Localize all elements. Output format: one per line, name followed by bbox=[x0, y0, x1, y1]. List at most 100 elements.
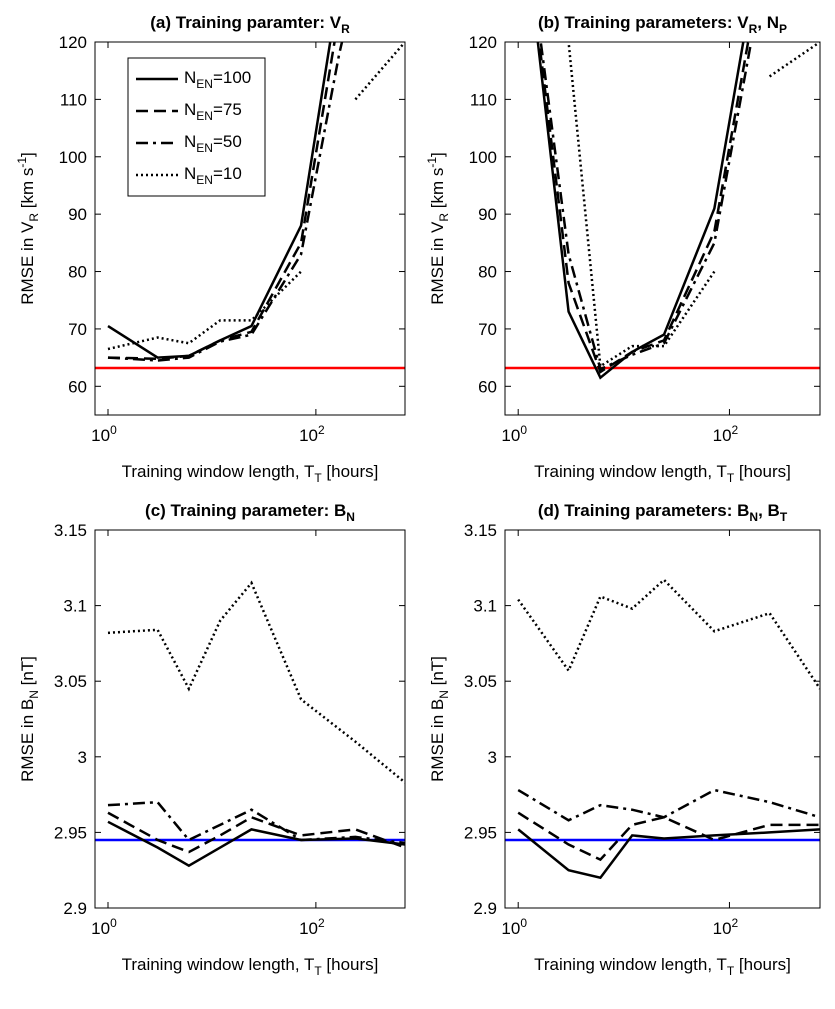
text-part: [hours] bbox=[734, 462, 791, 481]
x-axis-label: Training window length, TT [hours] bbox=[122, 955, 379, 978]
y-tick-label: 3.15 bbox=[464, 521, 497, 540]
axes-box bbox=[94, 529, 406, 909]
text-part: 0 bbox=[520, 916, 527, 930]
plot-area bbox=[95, 530, 405, 908]
text-part: =50 bbox=[213, 132, 242, 151]
text-part: EN bbox=[196, 173, 213, 187]
text-part: R bbox=[341, 22, 350, 36]
y-tick-label: 2.95 bbox=[54, 823, 87, 842]
x-tick-label: 102 bbox=[713, 916, 739, 938]
text-part: T bbox=[314, 964, 322, 978]
chart-title: (b) Training parameters: VR, NP bbox=[538, 13, 787, 36]
text-part: RMSE in B bbox=[18, 699, 37, 782]
y-axis-label: RMSE in BN [nT] bbox=[18, 656, 41, 782]
text-part: EN bbox=[196, 77, 213, 91]
text-part: -1 bbox=[425, 157, 439, 168]
text-part: RMSE in V bbox=[428, 221, 447, 305]
text-part: R bbox=[749, 22, 758, 36]
x-tick-label: 100 bbox=[501, 916, 527, 938]
text-part: 10 bbox=[299, 919, 318, 938]
x-axis-label: Training window length, TT [hours] bbox=[534, 955, 791, 978]
text-part: EN bbox=[196, 141, 213, 155]
text-part: 0 bbox=[110, 916, 117, 930]
text-part: 10 bbox=[713, 919, 732, 938]
chart-title: (c) Training parameter: BN bbox=[145, 501, 355, 524]
text-part: (d) Training parameters: B bbox=[538, 501, 750, 520]
y-tick-label: 80 bbox=[478, 263, 497, 282]
text-part: [hours] bbox=[322, 462, 379, 481]
x-tick-label: 100 bbox=[91, 423, 117, 445]
y-tick-label: 100 bbox=[59, 148, 87, 167]
axes-box bbox=[504, 41, 821, 416]
text-part: -1 bbox=[15, 157, 29, 168]
text-part: Training window length, T bbox=[534, 462, 727, 481]
text-part: P bbox=[779, 22, 787, 36]
y-tick-label: 120 bbox=[59, 33, 87, 52]
text-part: Training window length, T bbox=[122, 462, 315, 481]
text-part: N bbox=[184, 132, 196, 151]
chart-title: (d) Training parameters: BN, BT bbox=[538, 501, 788, 524]
series-line bbox=[107, 820, 405, 868]
y-tick-label: 120 bbox=[469, 33, 497, 52]
series-line bbox=[107, 42, 336, 361]
y-tick-label: 60 bbox=[68, 377, 87, 396]
text-part: [hours] bbox=[322, 955, 379, 974]
text-part: Training window length, T bbox=[534, 955, 727, 974]
text-part: T bbox=[780, 510, 788, 524]
x-tick-label: 100 bbox=[91, 916, 117, 938]
series-line bbox=[567, 42, 820, 369]
series-line bbox=[107, 800, 405, 845]
text-part: 10 bbox=[91, 426, 110, 445]
x-tick-label: 100 bbox=[501, 423, 527, 445]
y-tick-label: 3.15 bbox=[54, 521, 87, 540]
y-tick-label: 70 bbox=[68, 320, 87, 339]
text-part: N bbox=[346, 510, 355, 524]
text-part: 2 bbox=[732, 916, 739, 930]
series-line bbox=[517, 788, 820, 822]
text-part: 10 bbox=[299, 426, 318, 445]
text-part: [hours] bbox=[734, 955, 791, 974]
text-part: ] bbox=[428, 152, 447, 157]
y-tick-label: 3.05 bbox=[54, 672, 87, 691]
text-part: 2 bbox=[318, 423, 325, 437]
text-part: =100 bbox=[213, 68, 251, 87]
y-tick-label: 110 bbox=[470, 90, 497, 109]
text-part: N bbox=[184, 68, 196, 87]
text-part: =75 bbox=[213, 100, 242, 119]
legend-label: NEN=10 bbox=[184, 164, 242, 187]
text-part: 2 bbox=[318, 916, 325, 930]
y-tick-label: 90 bbox=[68, 205, 87, 224]
y-tick-label: 3.05 bbox=[464, 672, 497, 691]
text-part: [km s bbox=[18, 168, 37, 213]
text-part: , N bbox=[757, 13, 779, 32]
series-line bbox=[537, 42, 750, 374]
y-axis-label: RMSE in VR [km s-1] bbox=[425, 152, 451, 305]
text-part: (c) Training parameter: B bbox=[145, 501, 346, 520]
text-part: N bbox=[184, 100, 196, 119]
text-part: (a) Training paramter: V bbox=[150, 13, 341, 32]
legend-label: NEN=100 bbox=[184, 68, 251, 91]
text-part: N bbox=[184, 164, 196, 183]
text-part: [nT] bbox=[18, 656, 37, 690]
series-line bbox=[107, 580, 405, 784]
series-line bbox=[517, 828, 820, 880]
text-part: 0 bbox=[110, 423, 117, 437]
legend-box bbox=[127, 57, 266, 197]
text-part: 0 bbox=[520, 423, 527, 437]
text-part: (b) Training parameters: V bbox=[538, 13, 749, 32]
text-part: N bbox=[437, 690, 451, 699]
legend-label: NEN=50 bbox=[184, 132, 242, 155]
y-tick-label: 60 bbox=[478, 377, 497, 396]
y-tick-label: 3 bbox=[78, 748, 87, 767]
y-axis-label: RMSE in BN [nT] bbox=[428, 656, 451, 782]
text-part: 10 bbox=[91, 919, 110, 938]
text-part: 10 bbox=[501, 426, 520, 445]
chart-title: (a) Training paramter: VR bbox=[150, 13, 350, 36]
text-part: ] bbox=[18, 152, 37, 157]
series-line bbox=[517, 811, 820, 862]
text-part: Training window length, T bbox=[122, 955, 315, 974]
text-part: 10 bbox=[501, 919, 520, 938]
y-tick-label: 2.9 bbox=[63, 899, 87, 918]
legend-label: NEN=75 bbox=[184, 100, 242, 123]
